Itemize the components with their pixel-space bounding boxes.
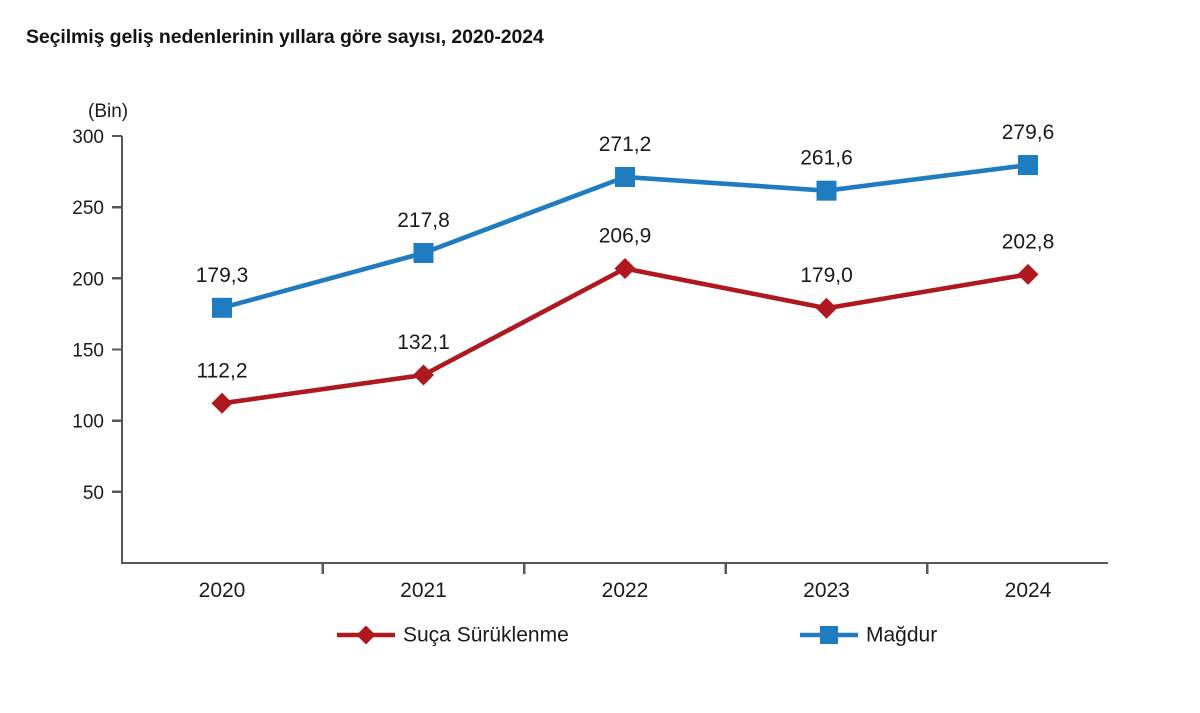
data-value-labels: 112,2 132,1 206,9 179,0 202,8 179,3 217,8 271,2… <box>196 121 1055 382</box>
data-value-label: 279,6 <box>1002 121 1055 144</box>
x-tick-label: 2021 <box>400 579 447 602</box>
data-point-marker[interactable] <box>1017 263 1039 285</box>
series-suca-suruklenme <box>211 258 1039 414</box>
y-tick-label: 150 <box>72 341 104 362</box>
data-series-group <box>211 155 1039 414</box>
chart-legend: Suça Sürüklenme Mağdur <box>337 624 937 647</box>
data-value-label: 179,0 <box>800 264 853 287</box>
y-tick-label: 250 <box>72 198 104 219</box>
x-tick-label: 2023 <box>803 579 850 602</box>
data-value-label: 179,3 <box>196 264 249 287</box>
y-axis-ticks <box>112 134 122 493</box>
data-point-marker[interactable] <box>615 167 635 188</box>
data-point-marker[interactable] <box>212 297 232 318</box>
x-axis-tick-labels: 2020 2021 2022 2023 2024 <box>199 579 1052 602</box>
x-tick-label: 2024 <box>1005 579 1052 602</box>
y-tick-label: 50 <box>83 483 104 504</box>
legend-label: Mağdur <box>866 624 937 647</box>
x-axis-ticks <box>321 563 929 574</box>
y-axis-unit-label: (Bin) <box>88 101 128 122</box>
data-value-label: 202,8 <box>1002 230 1055 253</box>
data-value-label: 206,9 <box>599 225 652 248</box>
x-tick-label: 2022 <box>602 579 649 602</box>
legend-marker <box>356 625 376 645</box>
legend-label: Suça Sürüklenme <box>403 624 569 647</box>
data-point-marker[interactable] <box>816 297 837 319</box>
data-point-marker[interactable] <box>1018 155 1038 176</box>
legend-item-suca-suruklenme[interactable]: Suça Sürüklenme <box>337 624 569 647</box>
data-value-label: 217,8 <box>397 209 450 232</box>
y-tick-label: 100 <box>72 412 104 433</box>
data-point-marker[interactable] <box>211 392 233 414</box>
legend-item-magdur[interactable]: Mağdur <box>800 624 937 647</box>
x-tick-label: 2020 <box>199 579 246 602</box>
data-value-label: 132,1 <box>397 331 450 354</box>
data-point-marker[interactable] <box>816 180 837 201</box>
data-point-marker[interactable] <box>413 243 434 264</box>
page-title: Seçilmiş geliş nedenlerinin yıllara göre… <box>26 26 544 48</box>
data-point-marker[interactable] <box>413 364 434 386</box>
data-value-label: 112,2 <box>197 359 248 382</box>
legend-marker <box>820 626 838 644</box>
y-tick-label: 200 <box>72 269 104 290</box>
y-tick-label: 300 <box>72 127 104 148</box>
series-magdur <box>212 155 1038 318</box>
y-axis-tick-labels: 300 250 200 150 100 50 <box>72 127 104 504</box>
data-point-marker[interactable] <box>614 258 636 280</box>
data-value-label: 261,6 <box>800 147 853 170</box>
data-value-label: 271,2 <box>599 133 652 156</box>
series-line <box>219 266 1031 406</box>
